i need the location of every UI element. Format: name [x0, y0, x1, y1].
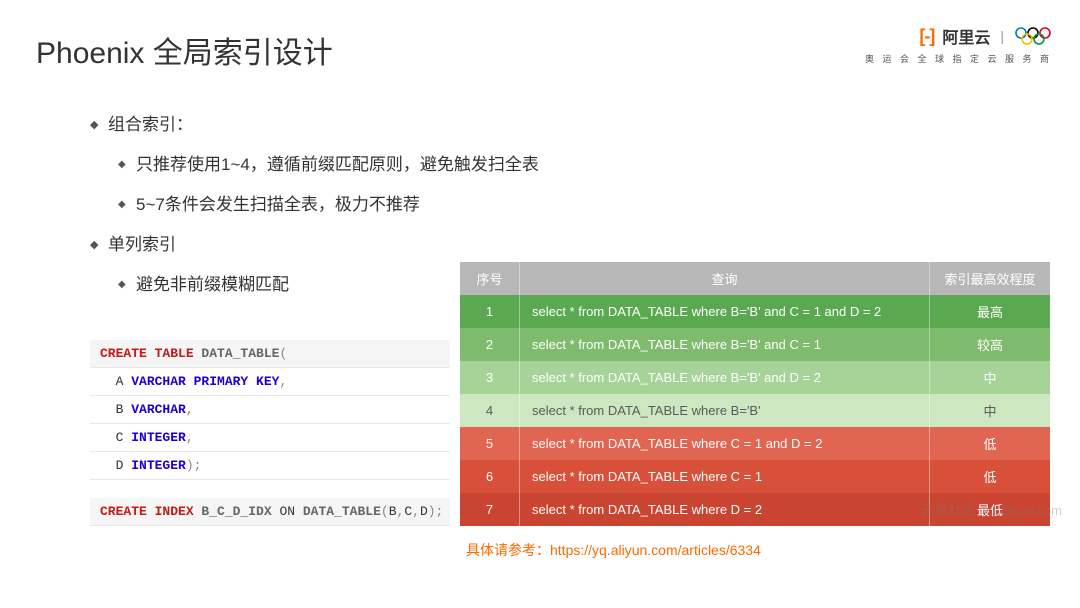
watermark: 云栖社区 yq.aliyun.com — [921, 500, 1062, 520]
brand-logo-block: [-] 阿里云 | 奥 运 会 全 球 指 定 云 服 务 商 — [865, 24, 1052, 65]
footnote-link[interactable]: 具体请参考：https://yq.aliyun.com/articles/633… — [466, 540, 761, 560]
table-row: 3select * from DATA_TABLE where B='B' an… — [460, 361, 1050, 394]
code-line: CREATE INDEX B_C_D_IDX ON DATA_TABLE(B,C… — [90, 498, 450, 526]
code-line: C INTEGER, — [90, 424, 450, 452]
code-line: D INTEGER); — [90, 452, 450, 480]
table-cell: select * from DATA_TABLE where B='B' and… — [520, 295, 930, 328]
table-cell: 较高 — [930, 328, 1050, 361]
table-cell: select * from DATA_TABLE where C = 1 and… — [520, 427, 930, 460]
table-header-cell: 序号 — [460, 262, 520, 295]
page-title: Phoenix 全局索引设计 — [36, 28, 333, 72]
watermark-cn: 云栖社区 — [921, 502, 977, 518]
table-cell: 4 — [460, 394, 520, 427]
table-cell: select * from DATA_TABLE where B='B' and… — [520, 328, 930, 361]
table-cell: 1 — [460, 295, 520, 328]
brand-tagline: 奥 运 会 全 球 指 定 云 服 务 商 — [865, 52, 1052, 65]
bullet-text: 组合索引： — [108, 112, 193, 138]
code-line: CREATE TABLE DATA_TABLE( — [90, 340, 450, 368]
table-cell: 中 — [930, 394, 1050, 427]
table-cell: 中 — [930, 361, 1050, 394]
table-cell: 5 — [460, 427, 520, 460]
table-cell: 低 — [930, 460, 1050, 493]
table-cell: select * from DATA_TABLE where B='B' and… — [520, 361, 930, 394]
table-header-cell: 索引最高效程度 — [930, 262, 1050, 295]
efficiency-table: 序号查询索引最高效程度1select * from DATA_TABLE whe… — [460, 262, 1050, 526]
table-header: 序号查询索引最高效程度 — [460, 262, 1050, 295]
brand-glyph: [-] — [919, 26, 934, 47]
table-header-cell: 查询 — [520, 262, 930, 295]
table-row: 6select * from DATA_TABLE where C = 1低 — [460, 460, 1050, 493]
table-cell: 6 — [460, 460, 520, 493]
table-row: 2select * from DATA_TABLE where B='B' an… — [460, 328, 1050, 361]
table-row: 1select * from DATA_TABLE where B='B' an… — [460, 295, 1050, 328]
olympic-rings-icon — [1014, 26, 1052, 46]
bullet-text: 5~7条件会发生扫描全表，极力不推荐 — [136, 192, 420, 218]
bullet-level2: ◆5~7条件会发生扫描全表，极力不推荐 — [118, 192, 539, 218]
table-row: 5select * from DATA_TABLE where C = 1 an… — [460, 427, 1050, 460]
table-cell: 低 — [930, 427, 1050, 460]
bullet-level1: ◆组合索引： — [90, 112, 539, 138]
code-line: A VARCHAR PRIMARY KEY, — [90, 368, 450, 396]
bullet-level1: ◆单列索引 — [90, 232, 539, 258]
brand-divider: | — [1000, 28, 1004, 44]
table-cell: 最高 — [930, 295, 1050, 328]
table-cell: select * from DATA_TABLE where D = 2 — [520, 493, 930, 526]
table-cell: 7 — [460, 493, 520, 526]
table-cell: 3 — [460, 361, 520, 394]
table-cell: 2 — [460, 328, 520, 361]
code-line: B VARCHAR, — [90, 396, 450, 424]
watermark-url: yq.aliyun.com — [983, 503, 1062, 518]
bullet-text: 只推荐使用1~4，遵循前缀匹配原则，避免触发扫全表 — [136, 152, 539, 178]
bullet-level2: ◆只推荐使用1~4，遵循前缀匹配原则，避免触发扫全表 — [118, 152, 539, 178]
brand-text: 阿里云 — [942, 24, 990, 48]
bullet-text: 单列索引 — [108, 232, 176, 258]
table-cell: select * from DATA_TABLE where B='B' — [520, 394, 930, 427]
table-cell: select * from DATA_TABLE where C = 1 — [520, 460, 930, 493]
bullet-text: 避免非前缀模糊匹配 — [136, 272, 289, 298]
sql-code-block: CREATE TABLE DATA_TABLE( A VARCHAR PRIMA… — [90, 340, 450, 526]
table-row: 4select * from DATA_TABLE where B='B'中 — [460, 394, 1050, 427]
